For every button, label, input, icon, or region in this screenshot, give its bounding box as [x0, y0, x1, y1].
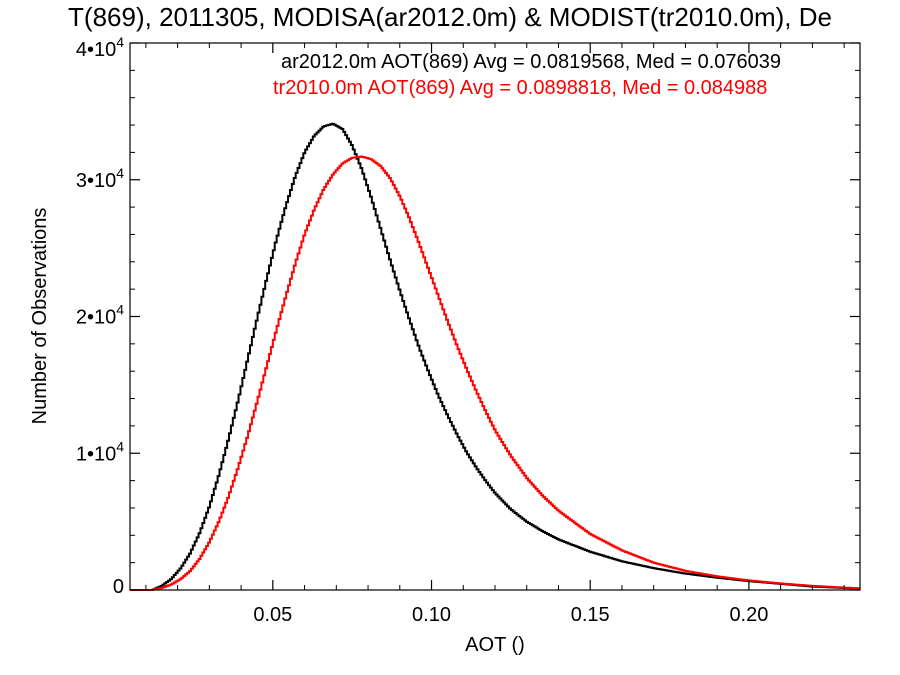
tick-labels-layer: 0.05 0.10 0.15 0.20 0 1•104 2•104 3•104 4•104: [76, 34, 769, 626]
y-axis-label: Number of Observations: [29, 208, 51, 425]
series-layer: [130, 122, 861, 591]
x-tick-label: 0.15: [571, 604, 610, 626]
ticks-layer: [130, 42, 860, 591]
x-tick-label: 0.05: [253, 604, 292, 626]
annotation-ar2012: ar2012.0m AOT(869) Avg = 0.0819568, Med …: [281, 51, 781, 73]
x-axis-label: AOT (): [465, 634, 525, 656]
annotation-tr2010: tr2010.0m AOT(869) Avg = 0.0898818, Med …: [273, 77, 767, 99]
chart-title: T(869), 2011305, MODISA(ar2012.0m) & MOD…: [68, 2, 832, 32]
y-tick-label: 2•104: [76, 302, 124, 329]
y-tick-label: 0: [113, 576, 124, 598]
series-line-1: [130, 155, 861, 591]
plot-frame: [129, 42, 861, 591]
y-tick-label: 4•104: [76, 34, 124, 61]
x-tick-label: 0.10: [412, 604, 451, 626]
y-tick-label: 1•104: [76, 438, 124, 465]
x-tick-label: 0.20: [729, 604, 768, 626]
series-line-0: [130, 122, 861, 591]
y-tick-label: 3•104: [76, 165, 124, 192]
